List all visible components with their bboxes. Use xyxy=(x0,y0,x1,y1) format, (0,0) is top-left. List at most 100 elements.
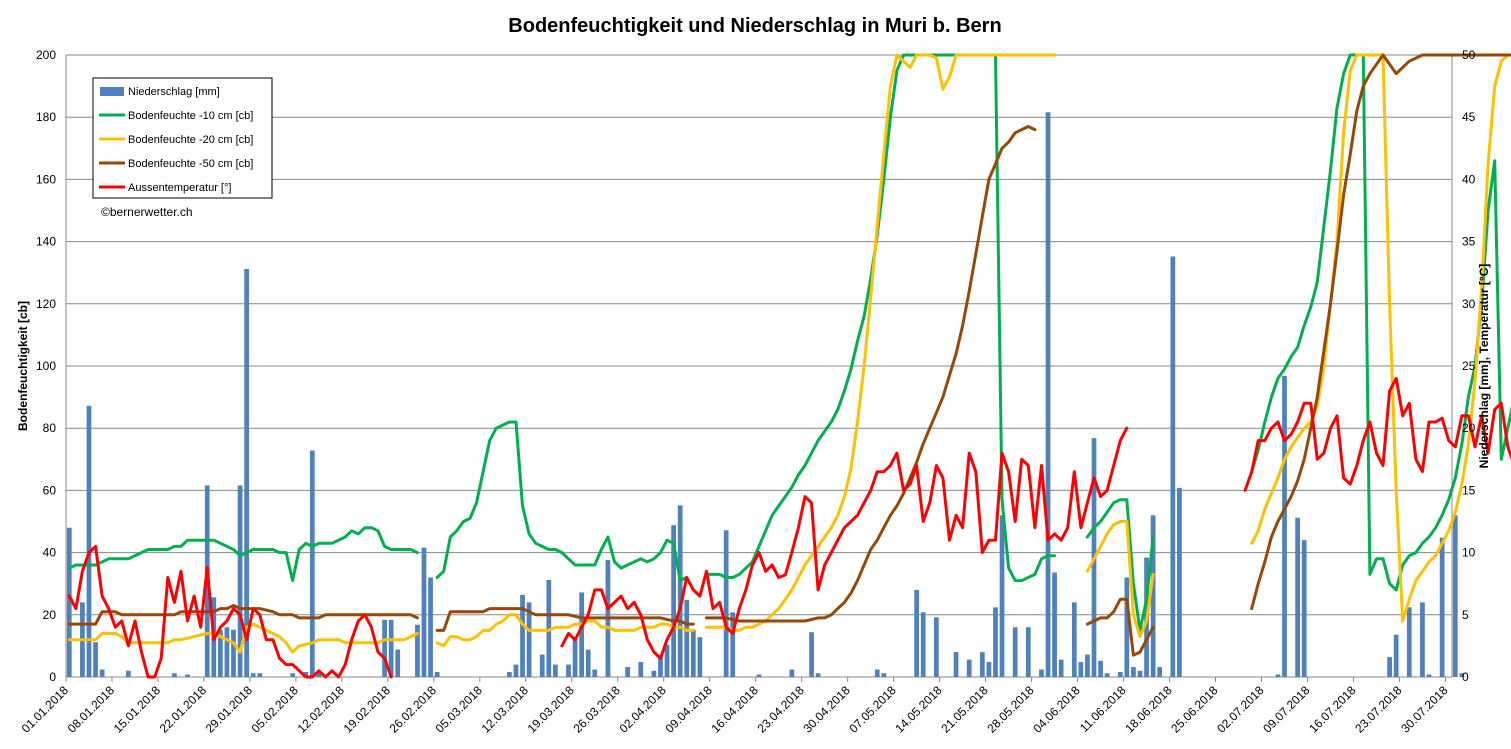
precipitation-bar xyxy=(415,624,420,677)
legend-label: Bodenfeuchte -20 cm [cb] xyxy=(128,134,253,146)
precipitation-bar xyxy=(1170,256,1176,677)
series-lines xyxy=(67,53,1511,679)
series-line-4 xyxy=(560,426,1129,660)
right-axis-title: Niederschlag [mm], Temperatur [°C] xyxy=(1477,264,1491,469)
right-tick-label: 10 xyxy=(1462,546,1476,560)
precipitation-bar xyxy=(1039,669,1044,677)
precipitation-bar xyxy=(664,644,670,677)
precipitation-bar xyxy=(250,673,256,677)
precipitation-bar xyxy=(126,670,131,677)
x-tick-label: 01.01.2018 xyxy=(19,683,72,736)
precipitation-bar xyxy=(1104,673,1110,677)
right-tick-label: 45 xyxy=(1462,110,1476,124)
x-tick-label: 28.05.2018 xyxy=(984,683,1037,736)
left-tick-label: 140 xyxy=(36,235,56,249)
precipitation-bar xyxy=(914,589,920,677)
left-tick-label: 80 xyxy=(43,421,57,435)
left-tick-label: 180 xyxy=(36,110,56,124)
x-tick-label: 02.07.2018 xyxy=(1214,683,1267,736)
precipitation-bar xyxy=(290,673,295,677)
precipitation-bar xyxy=(966,659,972,677)
x-tick-label: 21.05.2018 xyxy=(938,683,991,736)
series-line-3 xyxy=(67,604,419,626)
right-tick-label: 20 xyxy=(1462,421,1476,435)
precipitation-bar xyxy=(789,669,795,677)
precipitation-bar xyxy=(237,485,243,677)
precipitation-bar xyxy=(539,654,545,677)
x-tick-label: 15.01.2018 xyxy=(111,683,164,736)
precipitation-bar xyxy=(218,629,223,677)
precipitation-bar xyxy=(316,672,322,677)
series-line-2 xyxy=(1250,53,1511,623)
precipitation-bar xyxy=(421,547,427,677)
left-tick-label: 200 xyxy=(36,48,56,62)
series-line-1 xyxy=(1250,53,1511,592)
precipitation-bar xyxy=(224,627,230,677)
precipitation-bar xyxy=(388,619,394,677)
precipitation-bar xyxy=(874,669,880,677)
precipitation-bar xyxy=(244,268,250,677)
x-tick-label: 02.04.2018 xyxy=(617,683,670,736)
left-axis-title: Bodenfeuchtigkeit [cb] xyxy=(16,301,30,431)
left-tick-label: 20 xyxy=(43,608,57,622)
x-axis: 01.01.201808.01.201815.01.201822.01.2018… xyxy=(19,677,1451,736)
x-tick-label: 09.07.2018 xyxy=(1260,683,1313,736)
precipitation-bar xyxy=(1295,517,1300,677)
precipitation-bar xyxy=(933,617,939,677)
x-tick-label: 12.03.2018 xyxy=(479,683,532,736)
precipitation-bar xyxy=(1052,572,1057,677)
x-tick-label: 05.03.2018 xyxy=(433,683,486,736)
precipitation-bar xyxy=(1439,537,1445,677)
precipitation-bar xyxy=(382,619,387,677)
right-tick-label: 40 xyxy=(1462,172,1476,186)
x-tick-label: 16.07.2018 xyxy=(1306,683,1359,736)
precipitation-bar xyxy=(185,674,190,677)
right-tick-label: 15 xyxy=(1462,483,1476,497)
precipitation-bar xyxy=(658,657,663,677)
left-tick-label: 60 xyxy=(43,483,57,497)
x-tick-label: 16.04.2018 xyxy=(708,683,761,736)
precipitation-bar xyxy=(395,649,401,677)
legend: Niederschlag [mm] Bodenfeuchte -10 cm [cb… xyxy=(92,77,273,199)
precipitation-bar xyxy=(1117,672,1123,677)
precipitation-bar xyxy=(231,629,236,677)
precipitation-bar xyxy=(1071,602,1077,677)
right-tick-label: 25 xyxy=(1462,359,1476,373)
precipitation-bar xyxy=(1301,540,1307,677)
precipitation-bar xyxy=(697,637,703,677)
precipitation-bar xyxy=(881,673,887,677)
series-line-4 xyxy=(1243,376,1511,492)
precipitation-bar xyxy=(1157,667,1163,677)
precipitation-bar xyxy=(723,530,729,677)
precipitation-bar xyxy=(513,664,519,677)
precipitation-bar xyxy=(309,450,315,677)
series-line-3 xyxy=(1250,53,1511,611)
precipitation-bar xyxy=(920,612,926,677)
precipitation-bar xyxy=(979,652,985,677)
precipitation-bar xyxy=(1131,667,1136,677)
x-tick-label: 30.07.2018 xyxy=(1398,683,1451,736)
precipitation-bar xyxy=(809,632,814,677)
precipitation-bar xyxy=(638,662,644,677)
x-tick-label: 30.04.2018 xyxy=(800,683,853,736)
x-tick-label: 19.03.2018 xyxy=(525,683,578,736)
left-tick-label: 100 xyxy=(36,359,56,373)
precipitation-bar xyxy=(815,673,821,677)
precipitation-bar xyxy=(579,592,585,677)
precipitation-bar xyxy=(1282,375,1287,677)
left-tick-label: 160 xyxy=(36,172,56,186)
right-tick-label: 5 xyxy=(1462,608,1469,622)
precipitation-bar xyxy=(651,670,657,677)
right-axis: 0 5 10 15 20 25 30 35 40 45 50 xyxy=(1462,48,1476,684)
precipitation-bar xyxy=(1137,670,1143,677)
precipitation-bar xyxy=(625,667,630,677)
left-tick-label: 0 xyxy=(49,670,56,684)
precipitation-bar xyxy=(526,602,532,677)
precipitation-bar xyxy=(566,664,571,677)
precipitation-bar xyxy=(93,642,98,677)
precipitation-bar xyxy=(66,527,72,677)
precipitation-bar xyxy=(1452,515,1458,677)
precipitation-bar xyxy=(303,672,309,677)
left-tick-label: 40 xyxy=(43,546,57,560)
precipitation-bar xyxy=(1426,674,1432,677)
